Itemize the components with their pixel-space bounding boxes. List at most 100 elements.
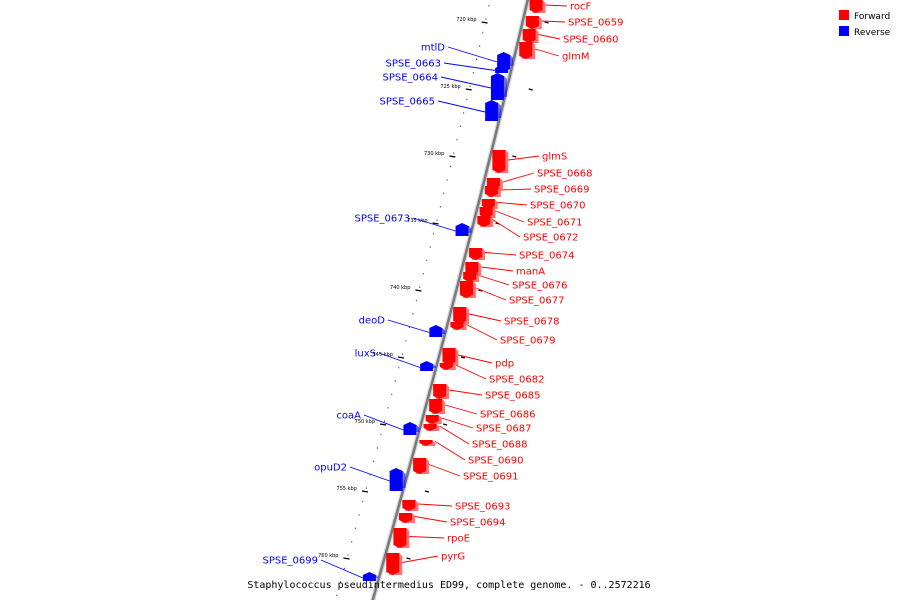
gene-label[interactable]: SPSE_0693 [455,502,511,513]
gene-mtld[interactable] [497,52,514,69]
gene-label[interactable]: opuD2 [314,463,347,474]
gene-label[interactable]: SPSE_0669 [534,185,590,196]
gene-label[interactable]: pyrG [441,552,465,563]
gene-spse_0676[interactable] [463,272,480,282]
gene-label[interactable]: manA [516,267,545,278]
gene-block [419,440,433,446]
gene-label[interactable]: SPSE_0670 [530,201,586,212]
gene-label[interactable]: SPSE_0668 [537,169,593,180]
gene-label[interactable]: glmM [562,52,590,63]
gene-label[interactable]: SPSE_0663 [386,59,442,70]
ruler-minor-tick [394,380,396,382]
gene-block [455,223,469,236]
gene-spse_0664[interactable] [490,73,507,100]
gene-spse_0686[interactable] [429,399,446,414]
gene-spse_0674[interactable] [469,248,486,260]
ruler-minor-tick [408,326,410,329]
gene-label[interactable]: rocF [570,2,592,13]
gene-label[interactable]: SPSE_0687 [476,424,532,435]
gene-label[interactable]: SPSE_0688 [472,440,528,451]
gene-rpoe[interactable] [393,528,410,548]
gene-opud2[interactable] [389,468,406,491]
gene-block [459,281,473,298]
ruler-minor-tick [488,5,490,7]
gene-label[interactable]: SPSE_0674 [519,251,575,262]
gene-label[interactable]: SPSE_0682 [489,375,545,386]
gene-label[interactable]: SPSE_0679 [500,336,556,347]
gene-label[interactable]: luxS [355,349,376,360]
gene-label[interactable]: SPSE_0690 [468,456,524,467]
gene-spse_0693[interactable] [402,500,419,511]
gene-spse_0660[interactable] [522,29,539,43]
gene-label[interactable]: SPSE_0673 [355,214,411,225]
gene-mana[interactable] [465,262,482,275]
gene-rocf[interactable] [529,0,546,13]
gene-spse_0678[interactable] [453,307,470,324]
ruler-minor-tick [472,72,474,74]
gene-spse_0687[interactable] [425,415,442,424]
gene-glmm[interactable] [519,42,536,59]
gene-luxs[interactable] [420,361,437,371]
ruler-tick-label: 735 kbp [407,218,427,224]
gene-spse_0694[interactable] [398,513,415,523]
ruler-minor-tick [446,179,448,181]
gene-label[interactable]: SPSE_0685 [485,391,541,402]
gene-label[interactable]: SPSE_0678 [504,317,560,328]
gene-spse_0669[interactable] [484,186,501,197]
gene-connector [449,389,483,396]
ruler-minor-tick [415,299,417,302]
gene-spse_0671[interactable] [479,207,496,218]
gene-pdp[interactable] [442,348,459,365]
gene-block [429,399,443,414]
gene-block [465,262,479,275]
gene-label[interactable]: SPSE_0665 [380,97,436,108]
ruler-forward-tick [406,557,411,560]
gene-label[interactable]: pdp [495,359,514,370]
gene-label[interactable]: SPSE_0659 [568,18,624,29]
tick-dots [336,5,490,597]
ruler-minor-tick [376,447,378,449]
gene-spse_0670[interactable] [481,199,498,209]
ruler-minor-tick [436,219,438,221]
gene-connector [485,252,517,256]
gene-spse_0677[interactable] [459,281,476,298]
gene-spse_0690[interactable] [419,440,436,446]
gene-block [402,500,416,511]
gene-label[interactable]: mtlD [421,43,445,54]
gene-label[interactable]: deoD [359,316,386,327]
gene-spse_0679[interactable] [450,322,467,330]
gene-spse_0665[interactable] [485,100,502,121]
gene-spse_0673[interactable] [455,223,472,236]
gene-spse_0663[interactable] [495,65,512,73]
gene-spse_0699[interactable] [362,572,379,581]
gene-spse_0659[interactable] [525,16,542,29]
ruler-forward-tick [528,88,533,91]
gene-label[interactable]: SPSE_0672 [523,233,579,244]
gene-label[interactable]: SPSE_0671 [527,218,583,229]
gene-label[interactable]: SPSE_0699 [263,556,319,567]
ruler-minor-tick [405,340,407,342]
gene-deod[interactable] [429,325,446,337]
gene-spse_0682[interactable] [439,363,456,370]
gene-label[interactable]: SPSE_0686 [480,410,536,421]
gene-spse_0688[interactable] [423,424,440,431]
gene-label[interactable]: rpoE [447,534,470,545]
gene-coaa[interactable] [403,422,420,435]
gene-block [490,73,504,100]
gene-glms[interactable] [492,150,509,173]
gene-label[interactable]: SPSE_0694 [450,518,506,529]
gene-spse_0672[interactable] [477,216,494,227]
gene-spse_0685[interactable] [433,384,450,399]
gene-label[interactable]: SPSE_0677 [509,296,565,307]
gene-label[interactable]: SPSE_0676 [512,281,568,292]
gene-label[interactable]: glmS [542,152,567,163]
gene-label[interactable]: SPSE_0691 [463,472,519,483]
gene-connector [320,559,364,579]
gene-spse_0691[interactable] [413,458,430,474]
gene-pyrg[interactable] [386,553,403,575]
ruler-minor-tick [343,567,345,570]
gene-label[interactable]: coaA [336,411,361,422]
gene-label[interactable]: SPSE_0664 [383,73,439,84]
gene-label[interactable]: SPSE_0660 [563,35,619,46]
